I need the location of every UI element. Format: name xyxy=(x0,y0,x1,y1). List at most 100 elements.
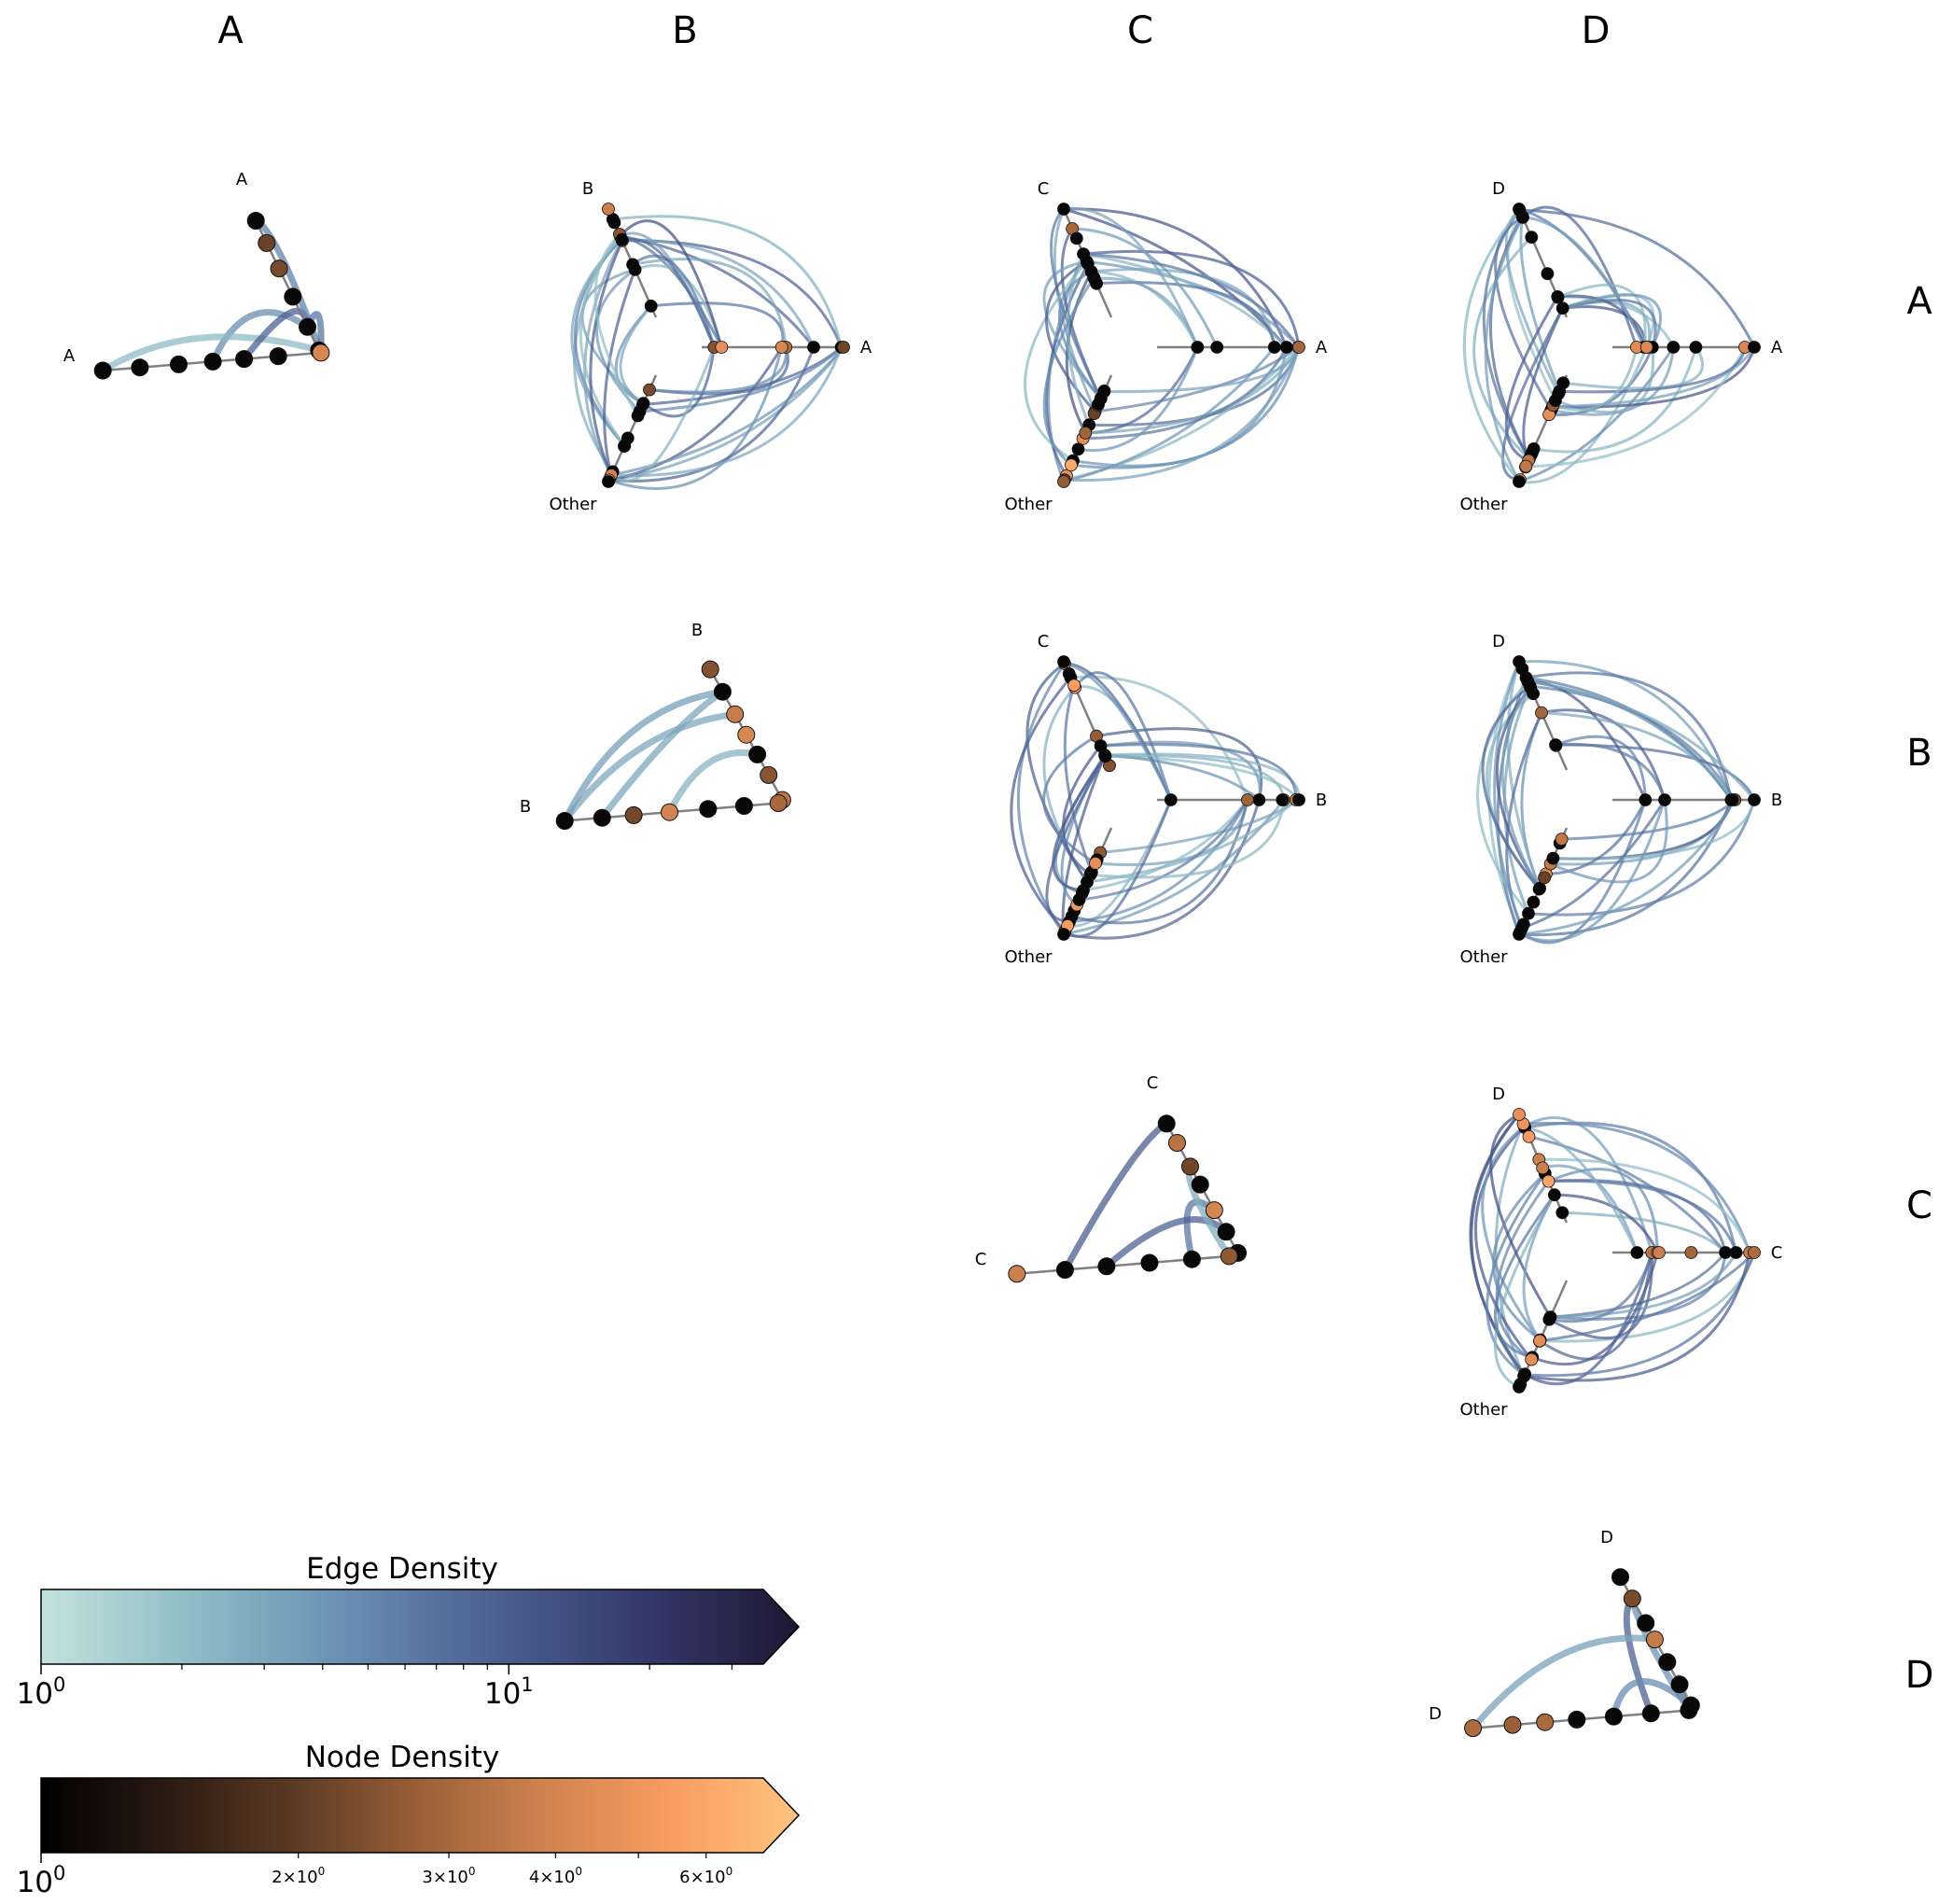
tick-base: 10 xyxy=(297,1868,318,1887)
axis-label: C xyxy=(1147,1073,1159,1093)
node xyxy=(170,355,188,373)
column-header: C xyxy=(1127,9,1153,52)
node xyxy=(1689,341,1703,354)
node xyxy=(1008,1265,1026,1283)
edge xyxy=(621,238,816,348)
node xyxy=(1072,893,1086,906)
node xyxy=(1536,1161,1550,1175)
edge xyxy=(1521,799,1667,930)
hive-panel-AC: C A Other xyxy=(1004,179,1327,514)
node xyxy=(1568,1710,1586,1729)
node xyxy=(636,398,649,412)
edge xyxy=(620,234,816,348)
edge xyxy=(610,346,716,483)
node xyxy=(1069,231,1083,245)
axis-label: Other xyxy=(1459,1400,1508,1420)
edge xyxy=(1496,686,1541,889)
edge xyxy=(1506,661,1541,889)
node xyxy=(131,358,149,377)
node xyxy=(299,317,316,336)
tick-exponent: 0 xyxy=(726,1865,733,1878)
axis-label: D xyxy=(1492,632,1505,651)
node xyxy=(769,794,788,812)
node xyxy=(1092,398,1105,412)
edge xyxy=(1010,676,1072,932)
edge xyxy=(1072,227,1219,348)
node xyxy=(1535,706,1548,720)
node xyxy=(1555,301,1569,315)
edge xyxy=(1066,253,1091,426)
node xyxy=(1604,1707,1623,1726)
hive-panel-AD: D A Other xyxy=(1459,179,1782,514)
node xyxy=(284,287,302,306)
node-layer xyxy=(1464,1568,1700,1738)
edge xyxy=(209,309,310,363)
node xyxy=(1140,1253,1159,1272)
row-header: C xyxy=(1906,1184,1932,1227)
edge xyxy=(1555,735,1647,801)
node xyxy=(1071,442,1085,456)
edge xyxy=(1100,743,1298,801)
node xyxy=(1525,1352,1539,1366)
edge xyxy=(1474,1125,1533,1361)
tick-label: 2×100 xyxy=(272,1865,325,1887)
colorbar-title: Node Density xyxy=(305,1741,500,1774)
axis-layer xyxy=(558,666,786,823)
node xyxy=(1541,267,1555,281)
tick-exponent: 0 xyxy=(468,1865,476,1878)
node xyxy=(246,212,265,230)
node xyxy=(626,258,639,272)
node xyxy=(1639,793,1653,806)
tick-mantissa: 4 xyxy=(529,1868,539,1887)
node xyxy=(760,765,778,784)
node xyxy=(1513,1380,1526,1393)
tick-exponent: 0 xyxy=(53,1673,65,1696)
tick-base: 10 xyxy=(704,1868,726,1887)
edge xyxy=(1518,346,1675,483)
node xyxy=(1079,426,1093,440)
node xyxy=(1057,928,1070,941)
edge xyxy=(1025,662,1089,883)
edge xyxy=(642,346,716,418)
hive-panel-AA: AA xyxy=(63,170,330,380)
edge xyxy=(1533,346,1697,454)
tick-mantissa: 3 xyxy=(422,1868,432,1887)
row-header: D xyxy=(1905,1654,1934,1697)
edge xyxy=(1500,685,1541,890)
node xyxy=(644,299,658,313)
edge xyxy=(1549,346,1654,416)
tick-label: 4×100 xyxy=(529,1865,582,1887)
node xyxy=(1670,1675,1689,1694)
edge xyxy=(1094,276,1199,348)
edge xyxy=(562,688,723,823)
edge xyxy=(1489,1113,1552,1318)
node xyxy=(1503,1715,1522,1734)
edge xyxy=(1518,799,1733,937)
node xyxy=(1191,1175,1209,1194)
tick-label: 3×100 xyxy=(422,1865,475,1887)
tick-exponent: 1 xyxy=(521,1673,533,1696)
node xyxy=(270,259,288,278)
edge xyxy=(1527,679,1756,801)
axis-label: B xyxy=(691,621,703,640)
node xyxy=(1527,895,1541,909)
node xyxy=(1210,341,1224,354)
node xyxy=(1541,1174,1555,1188)
edge xyxy=(612,215,844,348)
axis-label: D xyxy=(1429,1704,1442,1724)
node xyxy=(1057,655,1070,668)
edge xyxy=(1042,735,1097,865)
edge xyxy=(649,346,788,394)
edge xyxy=(1561,798,1737,841)
edge xyxy=(1024,260,1088,462)
tick-label: 100 xyxy=(17,1862,66,1899)
node xyxy=(1639,341,1653,354)
node xyxy=(624,805,643,824)
node xyxy=(643,383,656,397)
node xyxy=(1081,875,1094,889)
edge xyxy=(1539,1157,1751,1253)
edge xyxy=(1486,1172,1547,1377)
hive-panels: AABAOtherCAOtherDAOtherBBCBOtherDBOtherC… xyxy=(63,170,1783,1738)
hive-panel-BC: C B Other xyxy=(1004,632,1327,967)
